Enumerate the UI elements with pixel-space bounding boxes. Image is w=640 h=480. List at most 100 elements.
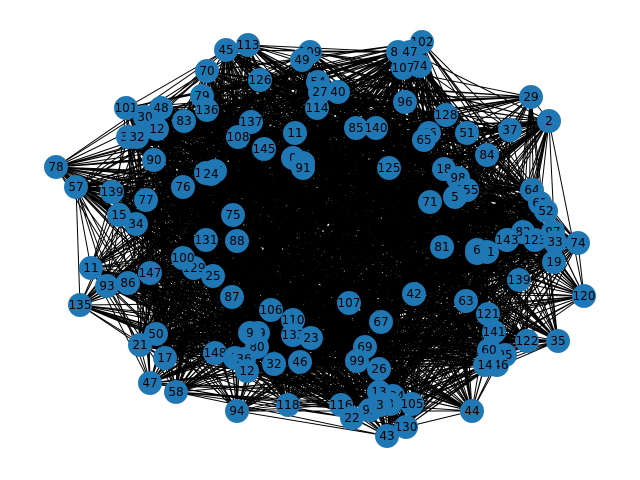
edge — [155, 319, 294, 335]
node-label: 25 — [205, 269, 220, 283]
node-label: 63 — [458, 294, 473, 308]
graph-node: 126 — [248, 68, 272, 92]
graph-node: 101 — [114, 96, 138, 120]
edge — [149, 332, 251, 384]
node-circle — [195, 59, 219, 83]
node-circle — [299, 326, 323, 350]
edge — [182, 257, 489, 315]
graph-node: 11 — [79, 256, 103, 280]
graph-node: 133 — [281, 323, 305, 347]
edge — [413, 293, 585, 297]
node-label: 42 — [406, 287, 421, 301]
graph-node: 35 — [546, 329, 570, 353]
node-circle — [262, 352, 286, 376]
edge — [175, 391, 353, 419]
edge — [182, 177, 459, 188]
node-label: 32 — [129, 130, 144, 144]
node-label: 2 — [545, 114, 553, 128]
graph-node: 113 — [236, 33, 260, 57]
graph-node: 148 — [203, 341, 227, 365]
node-circle — [171, 175, 195, 199]
node-label: 118 — [277, 398, 300, 412]
node-circle — [434, 103, 458, 127]
node-circle — [124, 212, 148, 236]
node-label: 26 — [371, 362, 386, 376]
edge — [118, 214, 157, 335]
node-label: 19 — [546, 255, 561, 269]
edge — [231, 246, 443, 298]
edge — [55, 166, 184, 188]
graph-node: 76 — [171, 175, 195, 199]
node-label: 123 — [524, 233, 547, 247]
node-circle — [100, 180, 124, 204]
edge — [206, 107, 318, 111]
node-circle — [214, 38, 238, 62]
graph-node: 9 — [238, 321, 262, 345]
edge — [75, 186, 92, 269]
node-circle — [259, 298, 283, 322]
edge — [210, 173, 350, 304]
graph-node: 140 — [364, 116, 388, 140]
node-label: 44 — [464, 404, 479, 418]
graph-node: 90 — [142, 148, 166, 172]
edge — [392, 349, 490, 397]
graph-node: 47 — [138, 371, 162, 395]
edge — [309, 51, 430, 134]
node-circle — [220, 285, 244, 309]
graph-node: 128 — [434, 103, 458, 127]
edge — [149, 382, 380, 393]
graph-node: 12 — [145, 117, 169, 141]
node-label: 88 — [229, 234, 244, 248]
node-circle — [142, 148, 166, 172]
edge — [214, 170, 541, 204]
node-circle — [201, 264, 225, 288]
graph-node: 81 — [430, 235, 454, 259]
graph-node: 125 — [377, 156, 401, 180]
graph-node: 136 — [195, 98, 219, 122]
node-label: 107 — [338, 296, 361, 310]
node-circle — [523, 228, 547, 252]
edge — [201, 95, 532, 98]
node-circle — [226, 125, 250, 149]
graph-node: 105 — [400, 392, 424, 416]
node-circle — [572, 284, 596, 308]
graph-node: 5 — [443, 185, 467, 209]
edge — [210, 173, 415, 295]
node-circle — [79, 256, 103, 280]
graph-node: 143 — [495, 228, 519, 252]
edge — [164, 196, 456, 359]
node-circle — [337, 291, 361, 315]
edge — [246, 370, 391, 405]
node-circle — [225, 229, 249, 253]
graph-node: 141 — [482, 320, 506, 344]
edge — [411, 196, 456, 405]
graph-node: 40 — [326, 80, 350, 104]
node-label: 78 — [48, 160, 63, 174]
graph-node: 94 — [225, 399, 249, 423]
node-circle — [344, 116, 368, 140]
edge — [75, 186, 81, 306]
edge — [273, 354, 506, 365]
edge — [182, 257, 289, 406]
node-label: 106 — [260, 303, 283, 317]
graph-node: 42 — [402, 282, 426, 306]
graph-node: 74 — [566, 231, 590, 255]
graph-node: 57 — [64, 175, 88, 199]
node-label: 3 — [376, 398, 384, 412]
edge — [247, 44, 399, 53]
edge — [309, 51, 447, 116]
graph-node: 14 — [473, 353, 497, 377]
node-circle — [507, 268, 531, 292]
node-circle — [473, 353, 497, 377]
edge — [421, 41, 511, 131]
edge — [206, 59, 303, 72]
graph-node: 75 — [221, 203, 245, 227]
graph-node: 45 — [214, 38, 238, 62]
edge — [205, 210, 547, 241]
graph-node: 106 — [259, 298, 283, 322]
node-circle — [393, 90, 417, 114]
edge — [299, 361, 371, 411]
node-circle — [515, 329, 539, 353]
node-circle — [345, 349, 369, 373]
node-label: 100 — [172, 251, 195, 265]
